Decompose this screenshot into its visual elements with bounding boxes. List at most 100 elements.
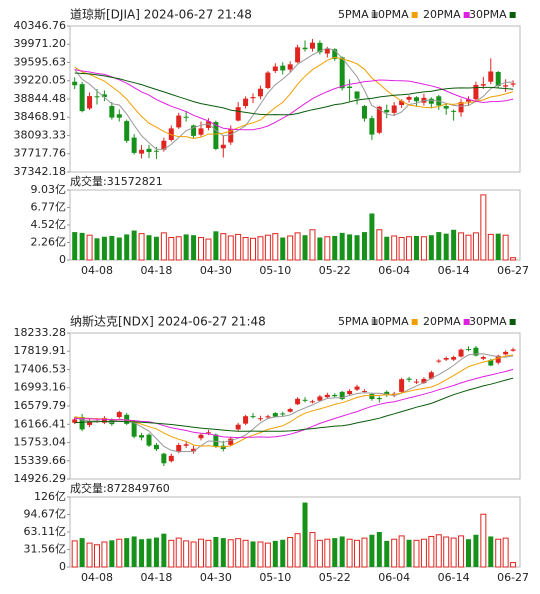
candle-body bbox=[421, 378, 427, 384]
volume-bar bbox=[391, 235, 398, 261]
volume-bar bbox=[451, 229, 457, 260]
volume-bar bbox=[93, 544, 100, 568]
candle-body bbox=[309, 42, 315, 49]
candle-body bbox=[176, 115, 182, 128]
candle-body bbox=[131, 421, 137, 437]
ma-line bbox=[74, 353, 514, 453]
volume-bar bbox=[391, 538, 398, 568]
legend-swatch bbox=[509, 12, 516, 18]
candle-body bbox=[361, 390, 367, 392]
candle-body bbox=[399, 379, 405, 392]
ma-line bbox=[74, 354, 514, 448]
candle-body bbox=[87, 96, 93, 109]
volume-bar bbox=[413, 539, 420, 568]
candle-body bbox=[153, 444, 159, 450]
candle-body bbox=[161, 453, 167, 464]
chart-title: 纳斯达克[NDX] 2024-06-27 21:48 bbox=[70, 315, 266, 329]
candle-body bbox=[235, 424, 241, 430]
candle-body bbox=[243, 416, 249, 424]
y-tick-label: 14926.29 bbox=[14, 472, 67, 485]
ma-line bbox=[74, 47, 514, 150]
candle-body bbox=[205, 121, 211, 128]
candle-body bbox=[243, 98, 249, 107]
volume-bar bbox=[324, 236, 331, 261]
volume-bar bbox=[324, 538, 331, 568]
volume-bar bbox=[227, 235, 234, 261]
volume-bar bbox=[280, 539, 286, 567]
volume-bar bbox=[413, 235, 419, 260]
volume-bar bbox=[347, 234, 353, 260]
y-tick-label: 37717.76 bbox=[14, 147, 67, 160]
volume-bar bbox=[287, 537, 294, 568]
volume-bar bbox=[369, 213, 375, 260]
volume-bar bbox=[153, 236, 159, 260]
volume-bar bbox=[361, 232, 367, 260]
x-tick-label: 06-14 bbox=[438, 571, 470, 584]
legend-label: 20PMA bbox=[423, 315, 461, 328]
legend-swatch bbox=[463, 12, 470, 18]
candle-body bbox=[191, 448, 197, 452]
candle-body bbox=[116, 412, 122, 418]
volume-bar bbox=[339, 536, 345, 567]
volume-bar bbox=[124, 538, 130, 567]
volume-bar bbox=[138, 233, 145, 261]
volume-y-tick-label: 31.56亿 bbox=[24, 542, 67, 555]
x-tick-label: 04-30 bbox=[200, 571, 232, 584]
volume-bar bbox=[294, 232, 301, 261]
volume-bar bbox=[346, 538, 353, 568]
volume-bar bbox=[472, 232, 479, 261]
volume-bar bbox=[465, 539, 471, 567]
candle-body bbox=[265, 416, 271, 418]
volume-bar bbox=[109, 235, 115, 260]
candle-body bbox=[503, 351, 509, 355]
candle-body bbox=[369, 394, 375, 400]
volume-y-tick-label: 126亿 bbox=[34, 490, 66, 503]
x-tick-label: 04-18 bbox=[140, 571, 172, 584]
volume-bar bbox=[406, 539, 412, 567]
candle-body bbox=[287, 64, 293, 70]
candle-body bbox=[317, 42, 323, 53]
volume-bar bbox=[502, 537, 509, 568]
volume-bar bbox=[495, 233, 501, 260]
volume-bar bbox=[332, 538, 338, 567]
volume-y-tick-label: 0 bbox=[59, 560, 66, 573]
volume-bar bbox=[369, 534, 375, 567]
volume-bar bbox=[146, 235, 152, 260]
candle-body bbox=[428, 98, 434, 104]
volume-bar bbox=[124, 234, 130, 260]
candle-body bbox=[413, 381, 419, 383]
y-tick-label: 39595.63 bbox=[14, 55, 67, 68]
volume-bar bbox=[406, 236, 413, 261]
candle-body bbox=[280, 65, 286, 71]
legend-label: 30PMA bbox=[469, 8, 507, 21]
candle-body bbox=[451, 357, 457, 360]
candle-body bbox=[428, 372, 434, 379]
ma-line bbox=[74, 56, 514, 140]
candle-body bbox=[146, 148, 152, 153]
volume-bar bbox=[420, 538, 427, 568]
candle-body bbox=[339, 391, 345, 400]
candle-body bbox=[161, 140, 167, 150]
volume-bar bbox=[101, 236, 107, 260]
candle-body bbox=[384, 109, 390, 113]
ma-line bbox=[74, 72, 514, 116]
candle-body bbox=[480, 84, 486, 86]
candle-body bbox=[495, 355, 501, 363]
volume-bar bbox=[361, 537, 368, 568]
candle-body bbox=[280, 413, 286, 415]
y-tick-label: 39220.05 bbox=[14, 74, 67, 87]
y-tick-label: 17406.53 bbox=[14, 363, 67, 376]
x-tick-label: 06-27 bbox=[497, 571, 529, 584]
candle-body bbox=[235, 107, 241, 121]
x-tick-label: 06-04 bbox=[378, 264, 410, 277]
volume-bar bbox=[443, 233, 449, 260]
candle-body bbox=[79, 417, 85, 430]
candle-body bbox=[295, 398, 301, 405]
candle-body bbox=[250, 416, 256, 418]
candle-body bbox=[391, 105, 397, 113]
candle-body bbox=[183, 444, 189, 446]
legend-label: 5PMA bbox=[338, 8, 369, 21]
candle-body bbox=[198, 128, 204, 135]
candle-body bbox=[354, 91, 360, 99]
x-tick-label: 05-22 bbox=[319, 571, 351, 584]
